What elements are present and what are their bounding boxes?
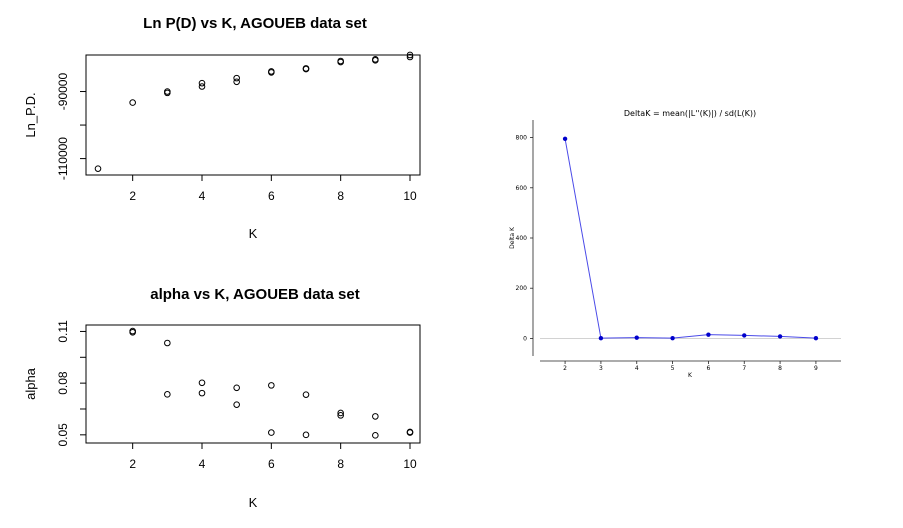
x-tick-label: 2 [129,457,136,471]
data-point [233,78,240,86]
data-point [372,56,379,63]
data-point [198,389,206,397]
data-point [129,99,136,106]
x-tick-label: 7 [742,365,746,372]
alpha-y-label: alpha [23,367,38,400]
y-tick-label: -110000 [56,137,70,180]
lnpd-title: Ln P(D) vs K, AGOUEB data set [143,15,367,32]
data-point [198,79,206,87]
deltak-y-label: Delta K [509,226,516,249]
x-tick-label: 6 [268,189,275,203]
x-tick-label: 4 [199,189,206,203]
y-tick-label: 0 [523,335,527,342]
deltak-point [634,335,639,340]
y-tick-label: 0.11 [56,320,70,343]
data-point [302,431,310,439]
data-point [268,382,275,389]
x-tick-label: 8 [337,457,344,471]
x-tick-label: 6 [268,457,275,471]
x-tick-label: 10 [403,189,417,203]
deltak-point [562,136,568,142]
x-tick-label: 10 [403,457,417,471]
deltak-line [564,138,816,339]
x-tick-label: 8 [337,189,344,203]
data-point [233,384,240,392]
deltak-point [598,335,604,341]
y-tick-label: 200 [516,285,528,292]
data-point [406,51,414,59]
data-point [372,413,379,420]
data-point [337,412,344,419]
lnpd-points [94,51,414,172]
deltak-point [813,335,819,341]
data-point [164,88,171,95]
lnpd-x-label: K [249,226,258,241]
x-tick-label: 2 [129,189,136,203]
data-point [406,429,414,436]
y-tick-label: 0.08 [56,371,70,395]
alpha-title: alpha vs K, AGOUEB data set [150,286,360,303]
deltak-axes [532,120,841,362]
data-point [372,432,379,439]
data-point [302,65,310,72]
alpha-panel: alpha vs K, AGOUEB data set 2 4 6 8 10 0.050… [23,286,421,510]
deltak-panel: DeltaK = mean(|L''(K)|) / sd(L(K)) 2 3 4 5 6… [509,109,841,379]
alpha-plot-box [85,324,421,444]
deltak-x-label: K [688,372,693,379]
x-tick-label: 5 [671,365,675,372]
data-point [233,74,240,82]
lnpd-y-axis: -110000 -90000 [56,73,86,180]
deltak-point [777,334,783,339]
data-point [198,83,206,90]
deltak-y-axis: 0 200 400 600 800 [516,135,533,342]
x-tick-label: 8 [778,365,782,372]
lnpd-y-label: Ln_P.D. [23,92,38,137]
deltak-point [670,335,675,341]
lnpd-panel: Ln P(D) vs K, AGOUEB data set 2 4 6 8 10 -11… [23,15,421,241]
data-point [129,327,136,335]
deltak-point [742,333,747,338]
y-tick-label: -90000 [56,73,70,111]
data-point [268,429,275,436]
y-tick-label: 600 [516,185,528,192]
data-point [337,57,344,65]
alpha-x-label: K [249,495,258,510]
data-point [94,165,102,172]
x-tick-label: 3 [599,365,603,372]
data-point [302,391,310,398]
lnpd-plot-box [85,54,421,176]
x-tick-label: 9 [814,365,818,372]
alpha-points [129,327,414,439]
x-tick-label: 4 [635,365,639,372]
y-tick-label: 400 [516,235,528,242]
data-point [198,379,206,387]
data-point [406,53,414,61]
data-point [164,391,171,398]
deltak-series [562,136,819,341]
x-tick-label: 2 [563,365,567,372]
lnpd-x-axis: 2 4 6 8 10 [129,175,417,203]
deltak-point [706,332,711,337]
alpha-x-axis: 2 4 6 8 10 [129,443,417,471]
y-tick-label: 0.05 [56,423,70,447]
y-tick-label: 800 [516,135,528,142]
data-point [164,339,171,347]
data-point [233,401,240,408]
data-point [268,68,275,75]
alpha-y-axis: 0.05 0.08 0.11 [56,320,86,447]
deltak-title: DeltaK = mean(|L''(K)|) / sd(L(K)) [624,109,756,118]
x-tick-label: 6 [707,365,711,372]
data-point [337,409,344,417]
x-tick-label: 4 [199,457,206,471]
deltak-x-axis: 2 3 4 5 6 7 8 9 [563,361,818,372]
